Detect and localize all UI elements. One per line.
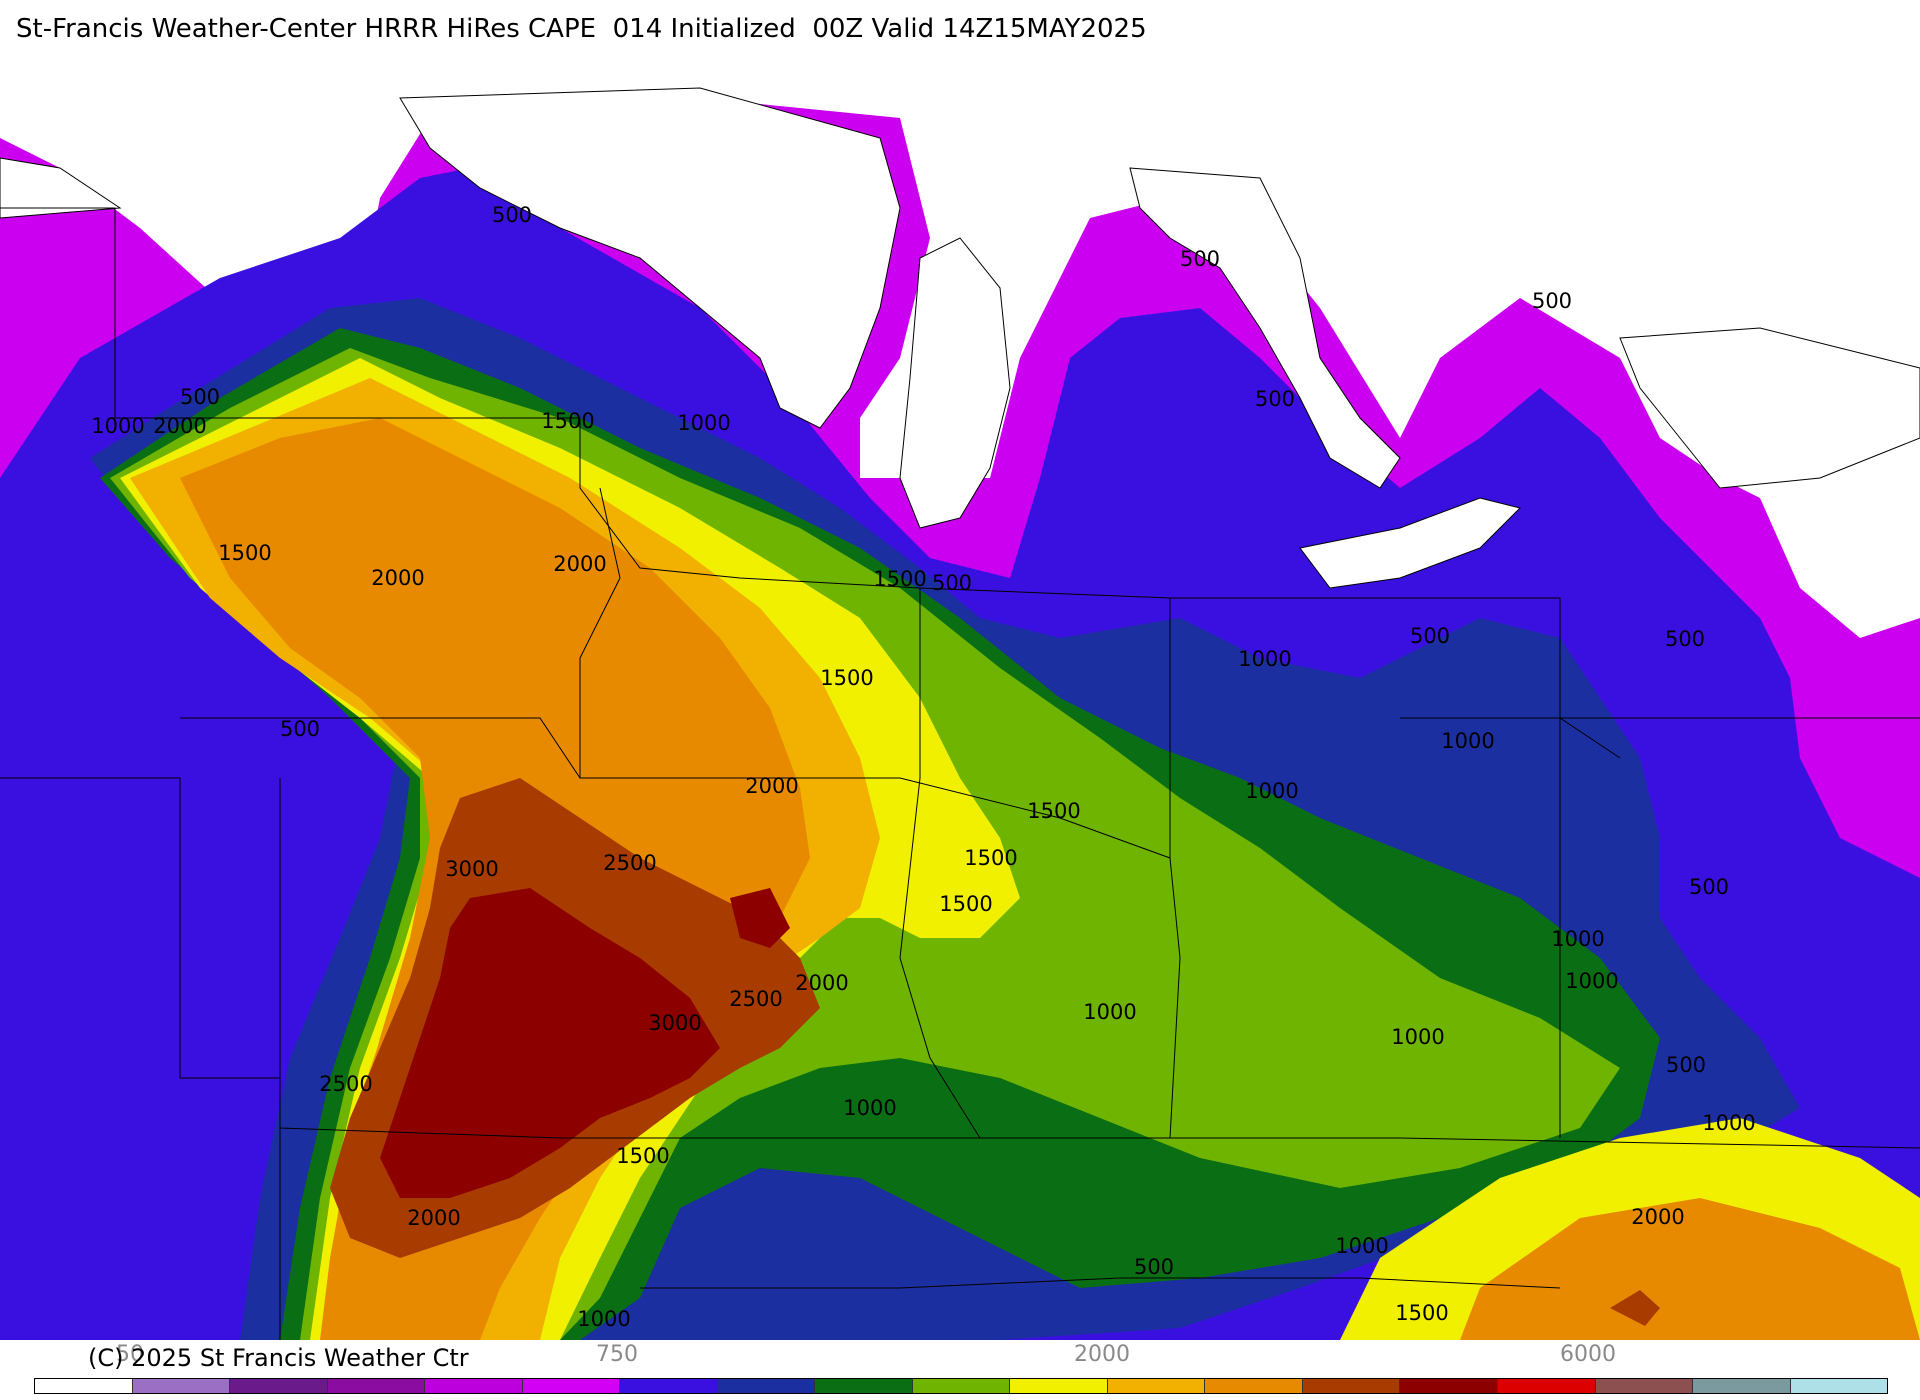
colorbar-label-6000: 6000 — [1560, 1342, 1616, 1367]
contour-label: 500 — [492, 203, 532, 227]
cape-map: 500 500 500 500 500 1000 2000 1500 1000 1500 2000 2… — [0, 58, 1920, 1340]
contour-label: 1000 — [1245, 779, 1298, 803]
contour-label: 1000 — [1335, 1234, 1388, 1258]
colorbar-swatch — [717, 1379, 816, 1393]
contour-label: 1000 — [677, 411, 730, 435]
lake-superior — [399, 87, 901, 429]
lake-huron — [1129, 167, 1401, 489]
contour-label: 1000 — [1083, 1000, 1136, 1024]
contour-label: 1000 — [1551, 927, 1604, 951]
contour-label: 2000 — [795, 971, 848, 995]
contour-label: 3000 — [648, 1011, 701, 1035]
cape-band-south-brown — [1610, 1290, 1660, 1326]
colorbar-swatch — [620, 1379, 718, 1393]
cape-colorbar — [34, 1378, 1888, 1394]
cape-band-south-orange — [1460, 1198, 1920, 1340]
colorbar-swatch — [815, 1379, 913, 1393]
contour-label: 2500 — [603, 851, 656, 875]
contour-label: 500 — [1255, 387, 1295, 411]
contour-labels: 500 500 500 500 500 1000 2000 1500 1000 1500 2000 2… — [91, 203, 1755, 1331]
colorbar-label-2000: 2000 — [1074, 1342, 1130, 1367]
contour-label: 1500 — [1027, 799, 1080, 823]
lake-and-land-masks — [0, 87, 1920, 589]
state-borders — [0, 207, 1920, 1340]
lake-michigan — [899, 237, 1011, 529]
contour-label: 500 — [1666, 1053, 1706, 1077]
contour-label: 1500 — [939, 892, 992, 916]
colorbar-swatch — [1595, 1379, 1694, 1393]
colorbar-swatch — [1497, 1379, 1596, 1393]
contour-label: 500 — [1134, 1255, 1174, 1279]
cape-band-darkred-2 — [730, 888, 790, 948]
contour-label: 1500 — [218, 541, 271, 565]
contour-label: 1500 — [1395, 1301, 1448, 1325]
contour-label: 500 — [280, 717, 320, 741]
contour-label: 2000 — [745, 774, 798, 798]
contour-label: 2000 — [153, 414, 206, 438]
contour-label: 500 — [1180, 247, 1220, 271]
northwest-white — [0, 157, 122, 219]
copyright-text: (C) 2025 St Francis Weather Ctr — [88, 1344, 469, 1372]
contour-label: 1500 — [964, 846, 1017, 870]
contour-label: 2000 — [553, 552, 606, 576]
contour-label: 2000 — [1631, 1205, 1684, 1229]
colorbar-swatch — [1400, 1379, 1498, 1393]
contour-label: 500 — [1665, 627, 1705, 651]
contour-label: 500 — [180, 385, 220, 409]
colorbar-swatch — [1302, 1379, 1401, 1393]
contour-label: 1000 — [1702, 1111, 1755, 1135]
contour-label: 2000 — [407, 1206, 460, 1230]
colorbar-swatch — [1205, 1379, 1303, 1393]
colorbar-swatch — [912, 1379, 1011, 1393]
contour-label: 1500 — [873, 567, 926, 591]
contour-label: 1000 — [91, 414, 144, 438]
contour-label: 1500 — [541, 409, 594, 433]
contour-label: 1000 — [577, 1307, 630, 1331]
lake-erie — [1299, 497, 1521, 589]
contour-label: 2500 — [319, 1072, 372, 1096]
contour-label: 1500 — [616, 1144, 669, 1168]
contour-label: 2500 — [729, 987, 782, 1011]
colorbar-swatch — [132, 1379, 231, 1393]
colorbar-swatch — [1693, 1379, 1791, 1393]
contour-label: 1000 — [1565, 969, 1618, 993]
contour-label: 1000 — [843, 1096, 896, 1120]
colorbar-swatch — [522, 1379, 621, 1393]
colorbar-label-50: 50 — [116, 1342, 144, 1367]
ontario-land — [1619, 327, 1920, 489]
colorbar-swatch — [327, 1379, 426, 1393]
contour-label: 1000 — [1238, 647, 1291, 671]
colorbar-label-750: 750 — [596, 1342, 638, 1367]
colorbar-swatch — [1790, 1379, 1888, 1393]
colorbar-swatch — [35, 1379, 133, 1393]
contour-label: 500 — [932, 571, 972, 595]
colorbar-swatch — [1107, 1379, 1206, 1393]
colorbar-swatch — [425, 1379, 523, 1393]
colorbar-swatch — [1010, 1379, 1108, 1393]
contour-label: 500 — [1689, 875, 1729, 899]
cape-fill-layers — [0, 98, 1920, 1340]
contour-label: 2000 — [371, 566, 424, 590]
cape-band-darkred — [380, 888, 720, 1198]
colorbar-swatch — [230, 1379, 328, 1393]
map-title: St-Francis Weather-Center HRRR HiRes CAP… — [16, 14, 1147, 44]
contour-label: 1500 — [820, 666, 873, 690]
contour-label: 500 — [1532, 289, 1572, 313]
contour-label: 3000 — [445, 857, 498, 881]
contour-label: 1000 — [1391, 1025, 1444, 1049]
contour-label: 1000 — [1441, 729, 1494, 753]
contour-label: 500 — [1410, 624, 1450, 648]
